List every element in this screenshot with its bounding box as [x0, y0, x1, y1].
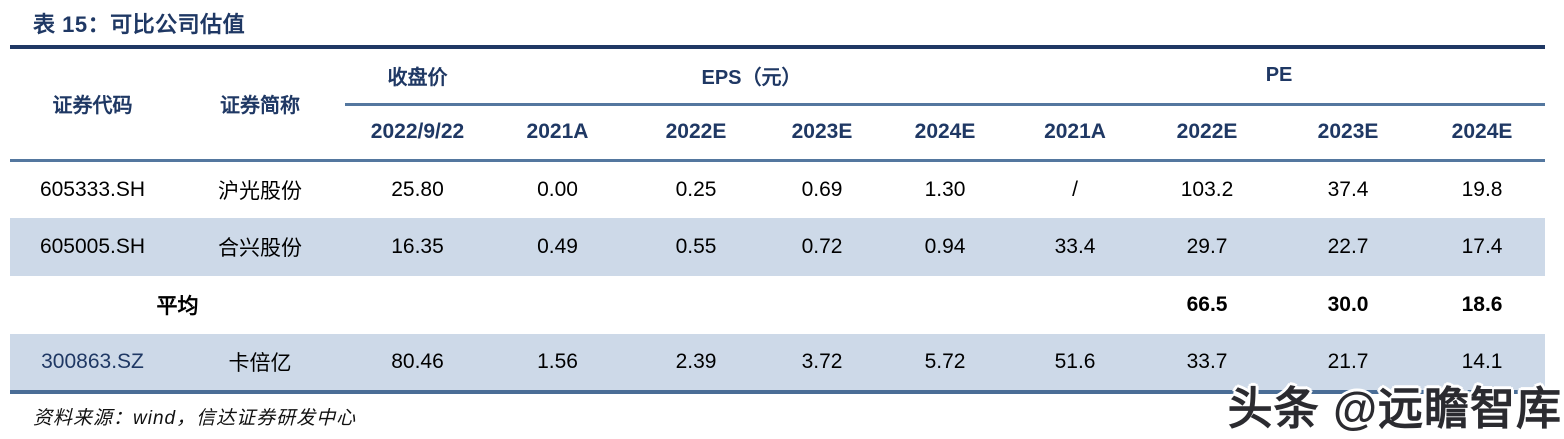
security-name-cell: 卡倍亿	[175, 334, 345, 394]
pe-2021a-cell: 33.4	[1013, 218, 1138, 276]
eps-2022e-cell: 0.55	[625, 218, 767, 276]
security-name-cell: 合兴股份	[175, 218, 345, 276]
header-pe-2022e: 2022E	[1137, 104, 1278, 162]
toutiao-watermark: 头条 @远瞻智库	[1227, 383, 1562, 434]
pe-2024e-cell: 14.1	[1419, 334, 1546, 394]
pe-2024e-cell: 19.8	[1461, 177, 1503, 201]
eps-2023e-cell: 0.69	[801, 177, 843, 201]
average-label-cell: 平均	[156, 295, 199, 318]
pe-2023e-cell: 22.7	[1277, 218, 1420, 276]
pe-2021a-cell	[1013, 276, 1137, 334]
pe-2023e-cell: 37.4	[1327, 177, 1369, 201]
group-header-row: 证券代码 证券简称 收盘价 EPS（元） PE	[10, 47, 1546, 162]
header-eps-2024e: 2024E	[877, 104, 1014, 162]
header-security-name: 证券简称	[175, 47, 345, 162]
pe-2024e-cell: 17.4	[1419, 218, 1546, 276]
header-eps-2023e: 2023E	[767, 104, 877, 162]
table-row-kabeiyi: 300863.SZ 卡倍亿 80.46 1.56 2.39 3.72 5.72 …	[10, 334, 1546, 394]
sub-header-row: 2022/9/22 2021A 2022E 2023E 2024E 2021A …	[10, 104, 1546, 162]
security-code-cell: 300863.SZ	[10, 334, 175, 394]
pe-2022e-cell: 29.7	[1137, 218, 1278, 276]
pe-2024e-average-cell: 18.6	[1461, 293, 1503, 316]
pe-2023e-average-cell: 30.0	[1327, 293, 1369, 316]
pe-2022e-cell: 33.7	[1137, 334, 1278, 394]
table-row-average: 平均 66.5 30.0 18.6	[10, 276, 1545, 334]
source-note: 资料来源：wind，信达证券研发中心	[33, 408, 357, 429]
security-code-cell: 605005.SH	[10, 218, 175, 276]
eps-2021a-cell: 1.56	[490, 334, 625, 394]
pe-2021a-cell: /	[1072, 177, 1078, 201]
pe-2023e-cell: 21.7	[1277, 334, 1420, 394]
eps-2021a-cell	[490, 276, 625, 334]
eps-2024e-cell: 1.30	[924, 177, 966, 201]
header-pe-2023e: 2023E	[1277, 104, 1420, 162]
header-security-code: 证券代码	[10, 47, 175, 162]
close-price-cell	[345, 276, 490, 334]
close-price-cell: 25.80	[391, 177, 444, 201]
table-row-hexing: 605005.SH 合兴股份 16.35 0.49 0.55 0.72 0.94…	[10, 218, 1546, 276]
header-eps-group: EPS（元）	[490, 47, 1014, 106]
header-pe-2021a: 2021A	[1013, 104, 1138, 162]
eps-2022e-cell: 0.25	[675, 177, 717, 201]
security-name-cell: 沪光股份	[218, 179, 302, 203]
eps-2023e-cell: 3.72	[767, 334, 877, 394]
eps-2024e-cell	[877, 276, 1013, 334]
eps-2024e-cell: 0.94	[877, 218, 1014, 276]
header-eps-2022e: 2022E	[625, 104, 767, 162]
pe-2022e-cell: 103.2	[1180, 177, 1234, 201]
header-pe-group: PE	[1013, 47, 1546, 106]
eps-2022e-cell	[625, 276, 767, 334]
eps-2023e-cell: 0.72	[767, 218, 877, 276]
eps-2021a-cell: 0.00	[537, 177, 578, 201]
header-close-date: 2022/9/22	[345, 104, 490, 162]
security-code-cell: 605333.SH	[39, 177, 146, 201]
comparable-valuation-table: 证券代码 证券简称 收盘价 EPS（元） PE 2022/9/22 2021A …	[10, 45, 1546, 394]
eps-2022e-cell: 2.39	[625, 334, 767, 394]
header-eps-2021a: 2021A	[490, 104, 625, 162]
eps-2021a-cell: 0.49	[490, 218, 625, 276]
close-price-cell: 80.46	[345, 334, 490, 394]
table-title: 表 15：可比公司估值	[33, 12, 246, 37]
pe-2021a-cell: 51.6	[1013, 334, 1138, 394]
pe-2022e-average-cell: 66.5	[1186, 293, 1228, 316]
eps-2023e-cell	[767, 276, 877, 334]
eps-2024e-cell: 5.72	[877, 334, 1014, 394]
table-row-huguang: 605333.SH 沪光股份 25.80 0.00 0.25 0.69 1.30…	[10, 160, 1545, 218]
close-price-cell: 16.35	[345, 218, 490, 276]
header-close-price-group: 收盘价	[345, 47, 490, 106]
header-pe-2024e: 2024E	[1419, 104, 1546, 162]
